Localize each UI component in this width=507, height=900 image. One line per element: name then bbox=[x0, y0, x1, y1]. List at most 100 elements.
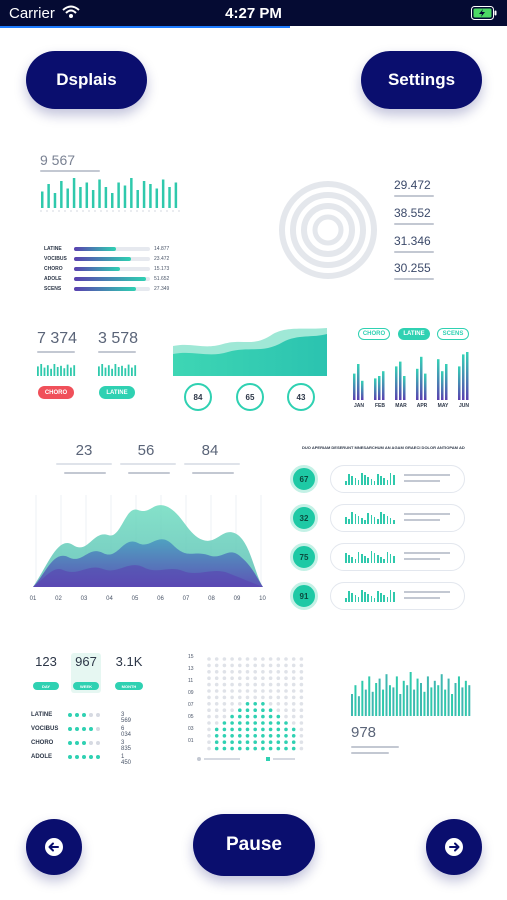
axis-label: 09 bbox=[233, 596, 241, 602]
progress-card[interactable] bbox=[330, 504, 465, 532]
month-label: APR bbox=[416, 403, 428, 409]
y-label: 09 bbox=[188, 690, 194, 696]
dot bbox=[89, 727, 93, 731]
matrix-dot bbox=[214, 657, 219, 661]
pause-button[interactable]: Pause bbox=[193, 814, 315, 876]
card-bar bbox=[389, 590, 392, 602]
tag-day[interactable]: DAY bbox=[33, 682, 59, 690]
progress-card[interactable] bbox=[330, 543, 465, 571]
matrix-dot bbox=[268, 670, 273, 674]
mini-bar bbox=[124, 368, 127, 376]
matrix-dot bbox=[299, 682, 304, 687]
bar bbox=[451, 694, 454, 716]
matrix-dot bbox=[268, 682, 273, 687]
back-button[interactable] bbox=[26, 819, 82, 875]
axis-label: 10 bbox=[259, 596, 266, 602]
small-stat-left: 7 374 bbox=[37, 330, 78, 347]
settings-button[interactable]: Settings bbox=[361, 51, 482, 109]
bar bbox=[357, 696, 360, 716]
dot-row-value: 1 450 bbox=[121, 754, 132, 766]
tab-choro[interactable]: CHORO bbox=[358, 328, 390, 340]
matrix-dot bbox=[207, 682, 211, 687]
bar bbox=[409, 672, 412, 716]
tab-latine[interactable]: LATINE bbox=[398, 328, 430, 340]
mini-bar bbox=[56, 367, 59, 376]
mini-bar bbox=[114, 364, 117, 376]
matrix-dot bbox=[261, 714, 265, 719]
matrix-dot bbox=[253, 670, 257, 674]
top-left-progress-list: LATINE 14.877 VOCIBUS 23.472 CHORO 15.173 ADOL… bbox=[44, 246, 180, 296]
mini-bar bbox=[46, 365, 49, 376]
progress-fill bbox=[74, 267, 120, 271]
bar bbox=[351, 694, 353, 716]
bar bbox=[440, 674, 443, 716]
axis-label: 01 bbox=[29, 596, 37, 602]
card-bar bbox=[367, 513, 369, 524]
month-label: MAY bbox=[437, 403, 449, 409]
matrix-dot bbox=[214, 721, 219, 725]
matrix-dot bbox=[238, 689, 242, 693]
matrix-dot bbox=[253, 714, 257, 719]
matrix-dot bbox=[222, 676, 227, 680]
bar bbox=[447, 678, 450, 716]
matrix-dot bbox=[291, 714, 296, 719]
tag-latine[interactable]: LATINE bbox=[99, 386, 135, 399]
progress-card[interactable] bbox=[330, 465, 465, 493]
month-bar bbox=[437, 359, 440, 400]
tag-choro[interactable]: CHORO bbox=[38, 386, 74, 399]
progress-value: 51.652 bbox=[154, 276, 170, 282]
matrix-dot bbox=[207, 702, 211, 706]
month-bar bbox=[420, 356, 423, 400]
displays-button[interactable]: Dsplais bbox=[26, 51, 147, 109]
matrix-dot bbox=[291, 663, 296, 668]
mini-bar bbox=[134, 365, 137, 376]
stat-month-value: 3.1K bbox=[115, 654, 143, 669]
dot-row-value: 6 034 bbox=[121, 726, 132, 738]
bar bbox=[395, 676, 398, 716]
progress-label: VOCIBUS bbox=[44, 256, 67, 262]
card-bar bbox=[367, 558, 369, 563]
card-bar bbox=[393, 592, 395, 602]
card-bar bbox=[380, 476, 382, 485]
axis-label: 03 bbox=[80, 596, 88, 602]
progress-value: 23.472 bbox=[154, 256, 170, 262]
top-left-axis-ticks bbox=[40, 210, 180, 212]
matrix-dot bbox=[276, 727, 281, 732]
tag-week[interactable]: WEEK bbox=[73, 682, 99, 690]
area-circle-43: 43 bbox=[287, 383, 315, 411]
matrix-dot bbox=[276, 708, 281, 712]
bar bbox=[354, 685, 357, 716]
matrix-dot bbox=[276, 714, 281, 719]
dot bbox=[68, 713, 72, 717]
card-bar bbox=[377, 591, 379, 602]
progress-ring: 75 bbox=[290, 543, 318, 571]
matrix-dot bbox=[299, 727, 304, 732]
mini-bar bbox=[66, 364, 69, 376]
card-bar bbox=[364, 556, 366, 563]
tab-scens[interactable]: SCENS bbox=[437, 328, 469, 340]
card-bar bbox=[345, 517, 347, 524]
big-stat-3-caption bbox=[192, 472, 234, 474]
dot bbox=[75, 713, 79, 717]
card-bar bbox=[370, 551, 373, 563]
card-bar bbox=[383, 478, 385, 485]
progress-card[interactable] bbox=[330, 582, 465, 610]
bar bbox=[433, 680, 436, 716]
card-bar bbox=[370, 596, 373, 602]
dot bbox=[96, 727, 100, 731]
forward-button[interactable] bbox=[426, 819, 482, 875]
matrix-dot bbox=[253, 740, 257, 744]
matrix-dot bbox=[284, 695, 288, 700]
small-stat-left-bars bbox=[37, 364, 76, 376]
matrix-dot bbox=[261, 682, 265, 687]
dot bbox=[96, 713, 100, 717]
matrix-dot bbox=[238, 708, 242, 712]
tag-month[interactable]: MONTH bbox=[115, 682, 143, 690]
matrix-dot bbox=[253, 657, 257, 661]
mini-bar bbox=[73, 365, 76, 376]
month-label: FEB bbox=[375, 403, 385, 409]
progress-label: CHORO bbox=[44, 266, 63, 272]
dot bbox=[89, 755, 93, 759]
matrix-dot bbox=[253, 663, 257, 668]
card-bar bbox=[354, 595, 357, 602]
